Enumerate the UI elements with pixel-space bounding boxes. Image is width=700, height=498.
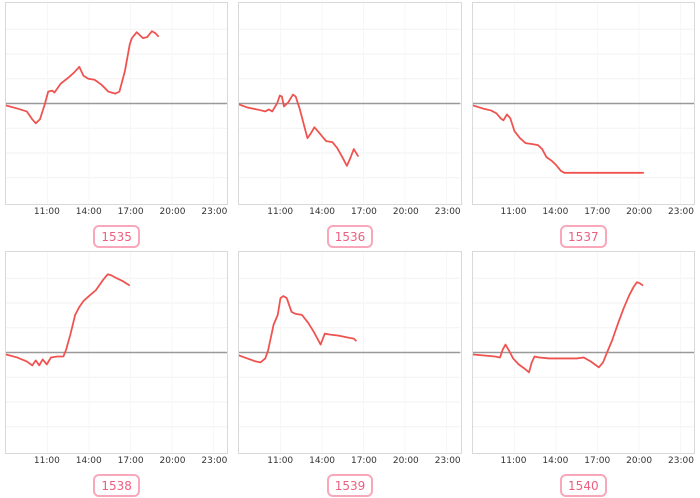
badge-row: 1536: [238, 225, 461, 248]
chart-id-badge[interactable]: 1538: [93, 474, 140, 497]
x-tick-label: 14:00: [75, 207, 102, 217]
series-line: [472, 104, 644, 174]
x-tick-label: 11:00: [500, 207, 527, 217]
chart-canvas: [472, 252, 694, 453]
badge-row: 1540: [472, 474, 695, 497]
x-tick-label: 20:00: [159, 456, 186, 466]
series-line: [6, 30, 160, 125]
x-tick-label: 17:00: [350, 207, 377, 217]
x-tick-label: 20:00: [392, 207, 419, 217]
x-tick-label: 14:00: [309, 207, 336, 217]
x-tick-label: 20:00: [159, 207, 186, 217]
x-tick-label: 20:00: [626, 456, 653, 466]
x-tick-label: 23:00: [201, 456, 228, 466]
chart-plot-area: [238, 2, 462, 205]
x-tick-label: 17:00: [584, 207, 611, 217]
x-tick-label: 11:00: [33, 456, 60, 466]
chart-id-badge[interactable]: 1535: [93, 225, 140, 248]
chart-canvas: [239, 252, 461, 453]
x-tick-label: 23:00: [668, 456, 694, 466]
x-axis: 11:00 14:00 17:00 20:00 23:00: [238, 455, 461, 468]
series-line: [239, 295, 358, 364]
series-line: [472, 281, 643, 374]
x-tick-label: 14:00: [75, 456, 102, 466]
chart-id-badge[interactable]: 1537: [560, 225, 607, 248]
badge-row: 1535: [5, 225, 228, 248]
chart-canvas: [6, 252, 228, 453]
x-tick-label: 23:00: [434, 207, 461, 217]
chart-plot-area: [471, 2, 695, 205]
x-tick-label: 23:00: [668, 207, 694, 217]
chart-canvas: [239, 3, 461, 204]
x-axis: 11:00 14:00 17:00 20:00 23:00: [238, 206, 461, 219]
chart-card: 11:00 14:00 17:00 20:00 23:00 1540: [467, 249, 700, 498]
x-axis: 11:00 14:00 17:00 20:00 23:00: [5, 206, 228, 219]
x-tick-label: 23:00: [434, 456, 461, 466]
x-tick-label: 17:00: [117, 456, 144, 466]
x-tick-label: 14:00: [542, 456, 569, 466]
badge-row: 1537: [472, 225, 695, 248]
chart-plot-area: [238, 251, 462, 454]
badge-row: 1539: [238, 474, 461, 497]
chart-canvas: [6, 3, 228, 204]
series-line: [239, 93, 360, 167]
x-axis: 11:00 14:00 17:00 20:00 23:00: [472, 206, 695, 219]
chart-plot-area: [5, 2, 229, 205]
x-tick-label: 17:00: [117, 207, 144, 217]
chart-id-badge[interactable]: 1536: [326, 225, 374, 248]
x-axis: 11:00 14:00 17:00 20:00 23:00: [5, 455, 228, 468]
x-tick-label: 17:00: [350, 456, 377, 466]
x-tick-label: 11:00: [33, 207, 60, 217]
chart-id-badge[interactable]: 1539: [326, 474, 374, 497]
x-tick-label: 20:00: [626, 207, 653, 217]
series-line: [6, 273, 131, 367]
x-tick-label: 14:00: [309, 456, 336, 466]
chart-card: 11:00 14:00 17:00 20:00 23:00 1536: [233, 0, 466, 249]
x-tick-label: 14:00: [542, 207, 569, 217]
chart-plot-area: [471, 251, 695, 454]
chart-card: 11:00 14:00 17:00 20:00 23:00 1535: [0, 0, 233, 249]
chart-card: 11:00 14:00 17:00 20:00 23:00 1537: [467, 0, 700, 249]
chart-card: 11:00 14:00 17:00 20:00 23:00 1539: [233, 249, 466, 498]
badge-row: 1538: [5, 474, 228, 497]
chart-canvas: [472, 3, 694, 204]
x-tick-label: 11:00: [267, 207, 294, 217]
chart-id-badge[interactable]: 1540: [560, 474, 607, 497]
chart-plot-area: [5, 251, 229, 454]
x-tick-label: 11:00: [500, 456, 527, 466]
x-tick-label: 23:00: [201, 207, 228, 217]
chart-card: 11:00 14:00 17:00 20:00 23:00 1538: [0, 249, 233, 498]
x-tick-label: 20:00: [392, 456, 419, 466]
x-tick-label: 17:00: [584, 456, 611, 466]
x-axis: 11:00 14:00 17:00 20:00 23:00: [472, 455, 695, 468]
x-tick-label: 11:00: [267, 456, 294, 466]
